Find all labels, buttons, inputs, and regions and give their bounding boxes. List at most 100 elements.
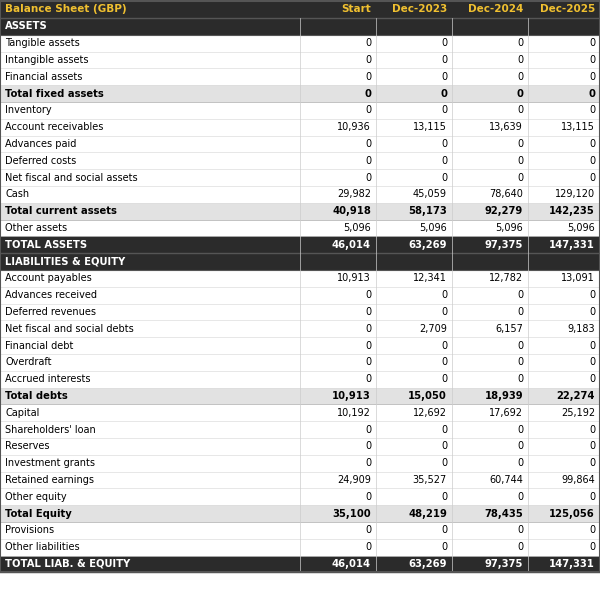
Text: 6,157: 6,157 [495,324,523,334]
Bar [0,354,600,371]
Bar [0,388,600,404]
Text: 0: 0 [441,358,447,367]
Text: 0: 0 [517,72,523,82]
Text: 0: 0 [589,173,595,182]
Text: 0: 0 [589,105,595,115]
Text: 0: 0 [588,89,595,99]
Text: 147,331: 147,331 [549,240,595,250]
Text: 0: 0 [441,72,447,82]
Bar [0,522,600,539]
Text: 0: 0 [365,458,371,468]
Text: 0: 0 [365,492,371,502]
Text: 78,435: 78,435 [484,509,523,518]
Text: 63,269: 63,269 [409,559,447,569]
Text: 0: 0 [517,38,523,48]
Bar [0,102,600,119]
Text: 0: 0 [589,139,595,149]
Text: 0: 0 [365,324,371,334]
Text: 0: 0 [589,492,595,502]
Text: 45,059: 45,059 [413,190,447,199]
Text: 78,640: 78,640 [489,190,523,199]
Bar [0,337,600,354]
Text: Investment grants: Investment grants [5,458,95,468]
Text: 0: 0 [517,542,523,552]
Text: 5,096: 5,096 [567,223,595,233]
Bar [0,1,600,18]
Text: Other equity: Other equity [5,492,67,502]
Text: 12,692: 12,692 [413,408,447,418]
Bar [0,136,600,152]
Text: 13,091: 13,091 [561,273,595,283]
Text: 0: 0 [589,72,595,82]
Bar [0,119,600,136]
Text: Dec-2023: Dec-2023 [392,5,447,14]
Text: 0: 0 [517,156,523,166]
Text: 0: 0 [517,341,523,350]
Text: 0: 0 [365,341,371,350]
Text: 0: 0 [589,374,595,384]
Text: 0: 0 [440,89,447,99]
Text: TOTAL ASSETS: TOTAL ASSETS [5,240,87,250]
Text: 0: 0 [365,441,371,451]
Text: 0: 0 [365,526,371,535]
Text: 0: 0 [441,290,447,300]
Text: 48,219: 48,219 [408,509,447,518]
Bar [0,18,600,35]
Text: 0: 0 [441,55,447,65]
Text: Other assets: Other assets [5,223,67,233]
Bar [0,186,600,203]
Text: 0: 0 [517,425,523,435]
Text: 10,936: 10,936 [337,122,371,132]
Text: ASSETS: ASSETS [5,22,48,32]
Text: 0: 0 [441,156,447,166]
Bar [0,51,600,68]
Text: 22,274: 22,274 [557,391,595,401]
Bar [0,421,600,438]
Bar [0,203,600,219]
Text: 0: 0 [441,38,447,48]
Text: 10,192: 10,192 [337,408,371,418]
Text: 0: 0 [365,72,371,82]
Text: 0: 0 [441,458,447,468]
Text: 0: 0 [365,105,371,115]
Text: 0: 0 [441,425,447,435]
Text: 0: 0 [365,290,371,300]
Text: Total fixed assets: Total fixed assets [5,89,104,99]
Text: 0: 0 [365,173,371,182]
Text: 0: 0 [517,492,523,502]
Bar [0,152,600,169]
Text: 0: 0 [589,526,595,535]
Text: 0: 0 [516,89,523,99]
Text: 97,375: 97,375 [485,240,523,250]
Bar [0,236,600,253]
Text: 2,709: 2,709 [419,324,447,334]
Text: 29,982: 29,982 [337,190,371,199]
Text: 0: 0 [441,341,447,350]
Text: Tangible assets: Tangible assets [5,38,80,48]
Text: 147,331: 147,331 [549,559,595,569]
Text: 0: 0 [517,458,523,468]
Text: Retained earnings: Retained earnings [5,475,94,485]
Text: 0: 0 [517,441,523,451]
Bar [0,438,600,455]
Text: 0: 0 [441,492,447,502]
Text: 0: 0 [517,358,523,367]
Bar [0,35,600,51]
Text: 125,056: 125,056 [549,509,595,518]
Text: 0: 0 [365,542,371,552]
Text: 13,115: 13,115 [413,122,447,132]
Text: Accrued interests: Accrued interests [5,374,91,384]
Text: 0: 0 [589,341,595,350]
Text: 0: 0 [589,542,595,552]
Text: 0: 0 [517,139,523,149]
Text: Capital: Capital [5,408,40,418]
Text: 12,782: 12,782 [489,273,523,283]
Text: Dec-2025: Dec-2025 [540,5,595,14]
Text: Net fiscal and social assets: Net fiscal and social assets [5,173,137,182]
Text: 0: 0 [589,458,595,468]
Bar [0,169,600,186]
Text: 5,096: 5,096 [495,223,523,233]
Text: Inventory: Inventory [5,105,52,115]
Text: 0: 0 [589,441,595,451]
Text: Financial assets: Financial assets [5,72,82,82]
